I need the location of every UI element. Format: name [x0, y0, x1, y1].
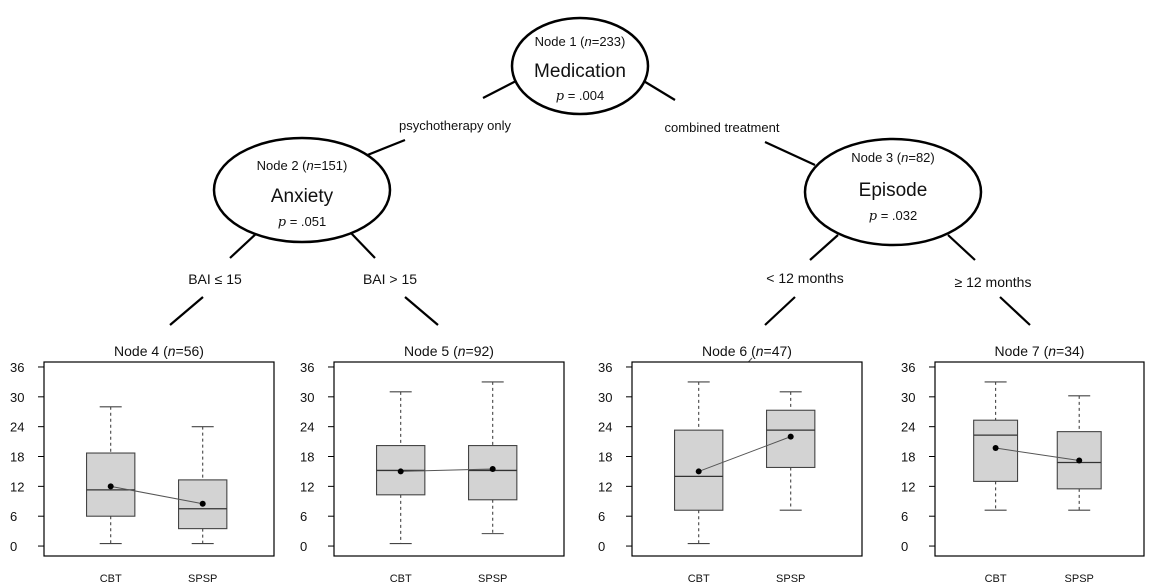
node-id-label: Node 2 (n=151) [257, 158, 348, 173]
y-tick-label: 0 [300, 539, 307, 554]
y-tick-label: 24 [300, 420, 314, 435]
y-tick-label: 24 [598, 420, 612, 435]
plot-frame [333, 361, 565, 557]
y-tick-label: 18 [598, 450, 612, 465]
y-tick-label: 30 [300, 390, 314, 405]
boxplot-panel: Node 4 (n=56) 0 6 12 18 24 30 36 CBT SPSP [10, 343, 275, 585]
x-tick-label: SPSP [188, 573, 217, 585]
y-tick-label: 6 [901, 509, 908, 524]
x-tick-label: SPSP [478, 573, 507, 585]
mean-connector-line [698, 436, 791, 472]
y-tick-label: 0 [901, 539, 908, 554]
edge-node3-right-upper [947, 234, 976, 261]
plot-frame [631, 361, 863, 557]
y-tick-label: 18 [901, 450, 915, 465]
edge-root-right-lower [764, 141, 816, 166]
x-tick-label: CBT [390, 573, 412, 585]
mean-point [787, 433, 794, 440]
y-tick-label: 12 [598, 479, 612, 494]
mean-point [107, 483, 114, 490]
mean-point [489, 465, 496, 472]
boxplot-panel: Node 6 (n=47) 0 6 12 18 24 30 36 CBT SPSP [598, 343, 863, 585]
split-label-lt-12-months: < 12 months [766, 270, 843, 286]
y-tick-label: 36 [300, 360, 314, 375]
edge-node3-left-lower [764, 296, 796, 326]
node-variable: Medication [534, 61, 626, 82]
y-tick-label: 36 [901, 360, 915, 375]
y-tick-label: 12 [10, 479, 24, 494]
y-tick-label: 6 [300, 509, 307, 524]
plot-frame [934, 361, 1145, 557]
x-tick-label: CBT [688, 573, 710, 585]
panel-title: Node 5 (n=92) [404, 343, 494, 359]
split-label-ge-12-months: ≥ 12 months [955, 274, 1032, 290]
node-variable: Episode [859, 180, 928, 201]
y-tick-label: 0 [598, 539, 605, 554]
y-tick-label: 6 [10, 509, 17, 524]
split-label-psychotherapy: psychotherapy only [399, 118, 512, 133]
y-tick-label: 6 [598, 509, 605, 524]
edge-root-left-upper [482, 79, 519, 99]
y-tick-label: 18 [300, 450, 314, 465]
split-label-bai-gt-15: BAI > 15 [363, 271, 417, 287]
edge-node3-right-lower [999, 296, 1031, 326]
split-label-bai-le-15: BAI ≤ 15 [188, 271, 242, 287]
y-tick-label: 24 [901, 420, 915, 435]
edge-node2-left-upper [229, 231, 259, 259]
panel-title: Node 6 (n=47) [702, 343, 792, 359]
mean-connector-line [110, 485, 203, 505]
x-tick-label: CBT [985, 573, 1007, 585]
edge-root-right-upper [641, 79, 676, 101]
x-tick-label: CBT [100, 573, 122, 585]
y-tick-label: 24 [10, 420, 24, 435]
mean-connector-line [400, 468, 493, 472]
node-p-value: p = .004 [556, 88, 604, 104]
x-tick-label: SPSP [776, 573, 805, 585]
boxplot-panel: Node 5 (n=92) 0 6 12 18 24 30 36 CBT SPSP [300, 343, 565, 585]
mean-point [1076, 457, 1083, 464]
edge-node2-left-lower [169, 296, 204, 326]
node-ellipse [212, 136, 392, 244]
box-spsp [467, 381, 518, 535]
edge-node2-right-lower [404, 296, 439, 326]
panel-title: Node 4 (n=56) [114, 343, 204, 359]
mean-point [397, 468, 404, 475]
tree-node-3: Node 3 (n=82) Episode p = .032 [803, 137, 983, 247]
edge-node3-left-upper [809, 234, 839, 261]
y-tick-label: 36 [10, 360, 24, 375]
y-tick-label: 12 [901, 479, 915, 494]
tree-node-2: Node 2 (n=151) Anxiety p = .051 [212, 136, 392, 244]
y-tick-label: 30 [598, 390, 612, 405]
mean-point [199, 500, 206, 507]
edge-node2-right-upper [349, 231, 376, 259]
panel-title: Node 7 (n=34) [995, 343, 1085, 359]
split-label-combined: combined treatment [665, 120, 780, 135]
node-id-label: Node 1 (n=233) [535, 34, 626, 49]
y-tick-label: 0 [10, 539, 17, 554]
y-tick-label: 12 [300, 479, 314, 494]
node-p-value: p = .051 [278, 214, 326, 230]
mean-connector-line [995, 447, 1080, 461]
node-variable: Anxiety [271, 186, 334, 207]
boxplot-panel: Node 7 (n=34) 0 6 12 18 24 30 36 CBT SPSP [901, 343, 1145, 585]
mean-point [992, 445, 999, 452]
y-tick-label: 30 [901, 390, 915, 405]
iqr-box [467, 445, 518, 501]
y-tick-label: 36 [598, 360, 612, 375]
y-tick-label: 30 [10, 390, 24, 405]
x-tick-label: SPSP [1065, 573, 1094, 585]
plot-frame [43, 361, 275, 557]
node-p-value: p = .032 [869, 208, 917, 224]
node-ellipse [803, 137, 983, 247]
y-tick-label: 18 [10, 450, 24, 465]
tree-node-root: Node 1 (n=233) Medication p = .004 [510, 16, 650, 116]
mean-point [695, 468, 702, 475]
node-ellipse [510, 16, 650, 116]
node-id-label: Node 3 (n=82) [851, 150, 935, 165]
